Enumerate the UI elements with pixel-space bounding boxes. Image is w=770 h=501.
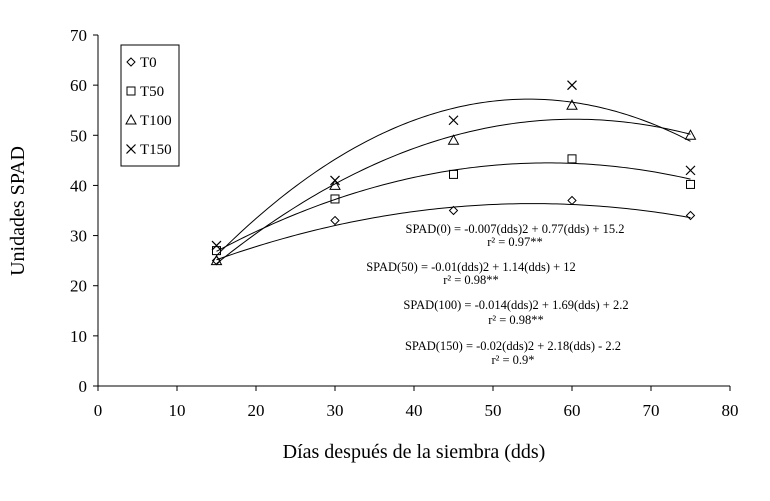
point-t100-60: [566, 99, 578, 110]
point-t150-15: [211, 240, 222, 251]
trend-curves: [216, 98, 691, 265]
equation-t50: SPAD(50) = -0.01(dds)2 + 1.14(dds) + 12: [366, 260, 576, 274]
y-tick-label-30: 30: [70, 227, 87, 246]
legend-marker-t150: [126, 144, 136, 154]
equation-t100: SPAD(100) = -0.014(dds)2 + 1.69(dds) + 2…: [403, 298, 628, 312]
point-t150-75: [685, 165, 696, 176]
x-tick-label-70: 70: [643, 401, 660, 420]
point-t100-15: [210, 254, 223, 266]
legend-label-t0: T0: [140, 55, 157, 71]
equation-t150: SPAD(150) = -0.02(dds)2 + 2.18(dds) - 2.…: [405, 339, 621, 353]
x-tick-label-40: 40: [406, 401, 423, 420]
r2-t150: r² = 0.9*: [491, 353, 534, 367]
equations: SPAD(0) = -0.007(dds)2 + 0.77(dds) + 15.…: [366, 222, 628, 367]
legend-markers: [125, 57, 137, 154]
legend-label-t50: T50: [140, 84, 164, 100]
point-t150-45: [448, 115, 459, 126]
point-t100-45: [447, 134, 460, 145]
equation-t0: SPAD(0) = -0.007(dds)2 + 0.77(dds) + 15.…: [406, 222, 625, 236]
legend-label-t100: T100: [140, 113, 172, 129]
point-t50-45: [449, 169, 458, 179]
point-t150-60: [567, 80, 577, 91]
point-t0-30: [330, 215, 340, 226]
data-points: [210, 80, 697, 266]
x-axis-title: Días después de la siembra (dds): [283, 441, 546, 463]
point-t150-30: [330, 175, 340, 186]
point-t50-75: [686, 179, 695, 189]
x-tick-label-80: 80: [722, 401, 739, 420]
x-tick-label-50: 50: [485, 401, 502, 420]
point-t100-75: [684, 129, 697, 140]
y-tick-label-0: 0: [79, 377, 88, 396]
x-tick-label-20: 20: [248, 401, 265, 420]
y-tick-label-10: 10: [70, 327, 87, 346]
fit-curve-t150: [216, 98, 691, 256]
y-tick-label-40: 40: [70, 176, 87, 195]
r2-t0: r² = 0.97**: [487, 235, 543, 249]
r2-t50: r² = 0.98**: [443, 273, 499, 287]
x-tick-label-30: 30: [327, 401, 344, 420]
r2-t100: r² = 0.98**: [488, 313, 544, 327]
fit-curve-t100: [216, 118, 691, 265]
y-axis-title: Unidades SPAD: [7, 146, 29, 276]
point-t0-45: [448, 205, 459, 216]
y-tick-label-50: 50: [70, 126, 87, 145]
point-t0-75: [685, 210, 696, 221]
legend-marker-t50: [126, 86, 136, 96]
x-tick-label-0: 0: [94, 401, 103, 420]
x-tick-label-10: 10: [169, 401, 186, 420]
legend-marker-t0: [126, 57, 136, 67]
point-t0-60: [567, 195, 577, 206]
y-tick-label-20: 20: [70, 277, 87, 296]
point-t50-30: [330, 194, 340, 204]
point-t50-60: [567, 154, 577, 164]
legend: T0 T50 T100 T150: [120, 44, 180, 167]
y-tick-label-60: 60: [70, 76, 87, 95]
axis-ticks: 0 10 20 30 40 50 60 70 80 0 10 20 30 40 50 60 70: [70, 26, 739, 420]
legend-label-t150: T150: [140, 142, 172, 158]
y-tick-label-70: 70: [70, 26, 87, 45]
x-tick-label-60: 60: [564, 401, 581, 420]
point-t100-30: [329, 179, 341, 190]
legend-marker-t100: [125, 113, 137, 125]
